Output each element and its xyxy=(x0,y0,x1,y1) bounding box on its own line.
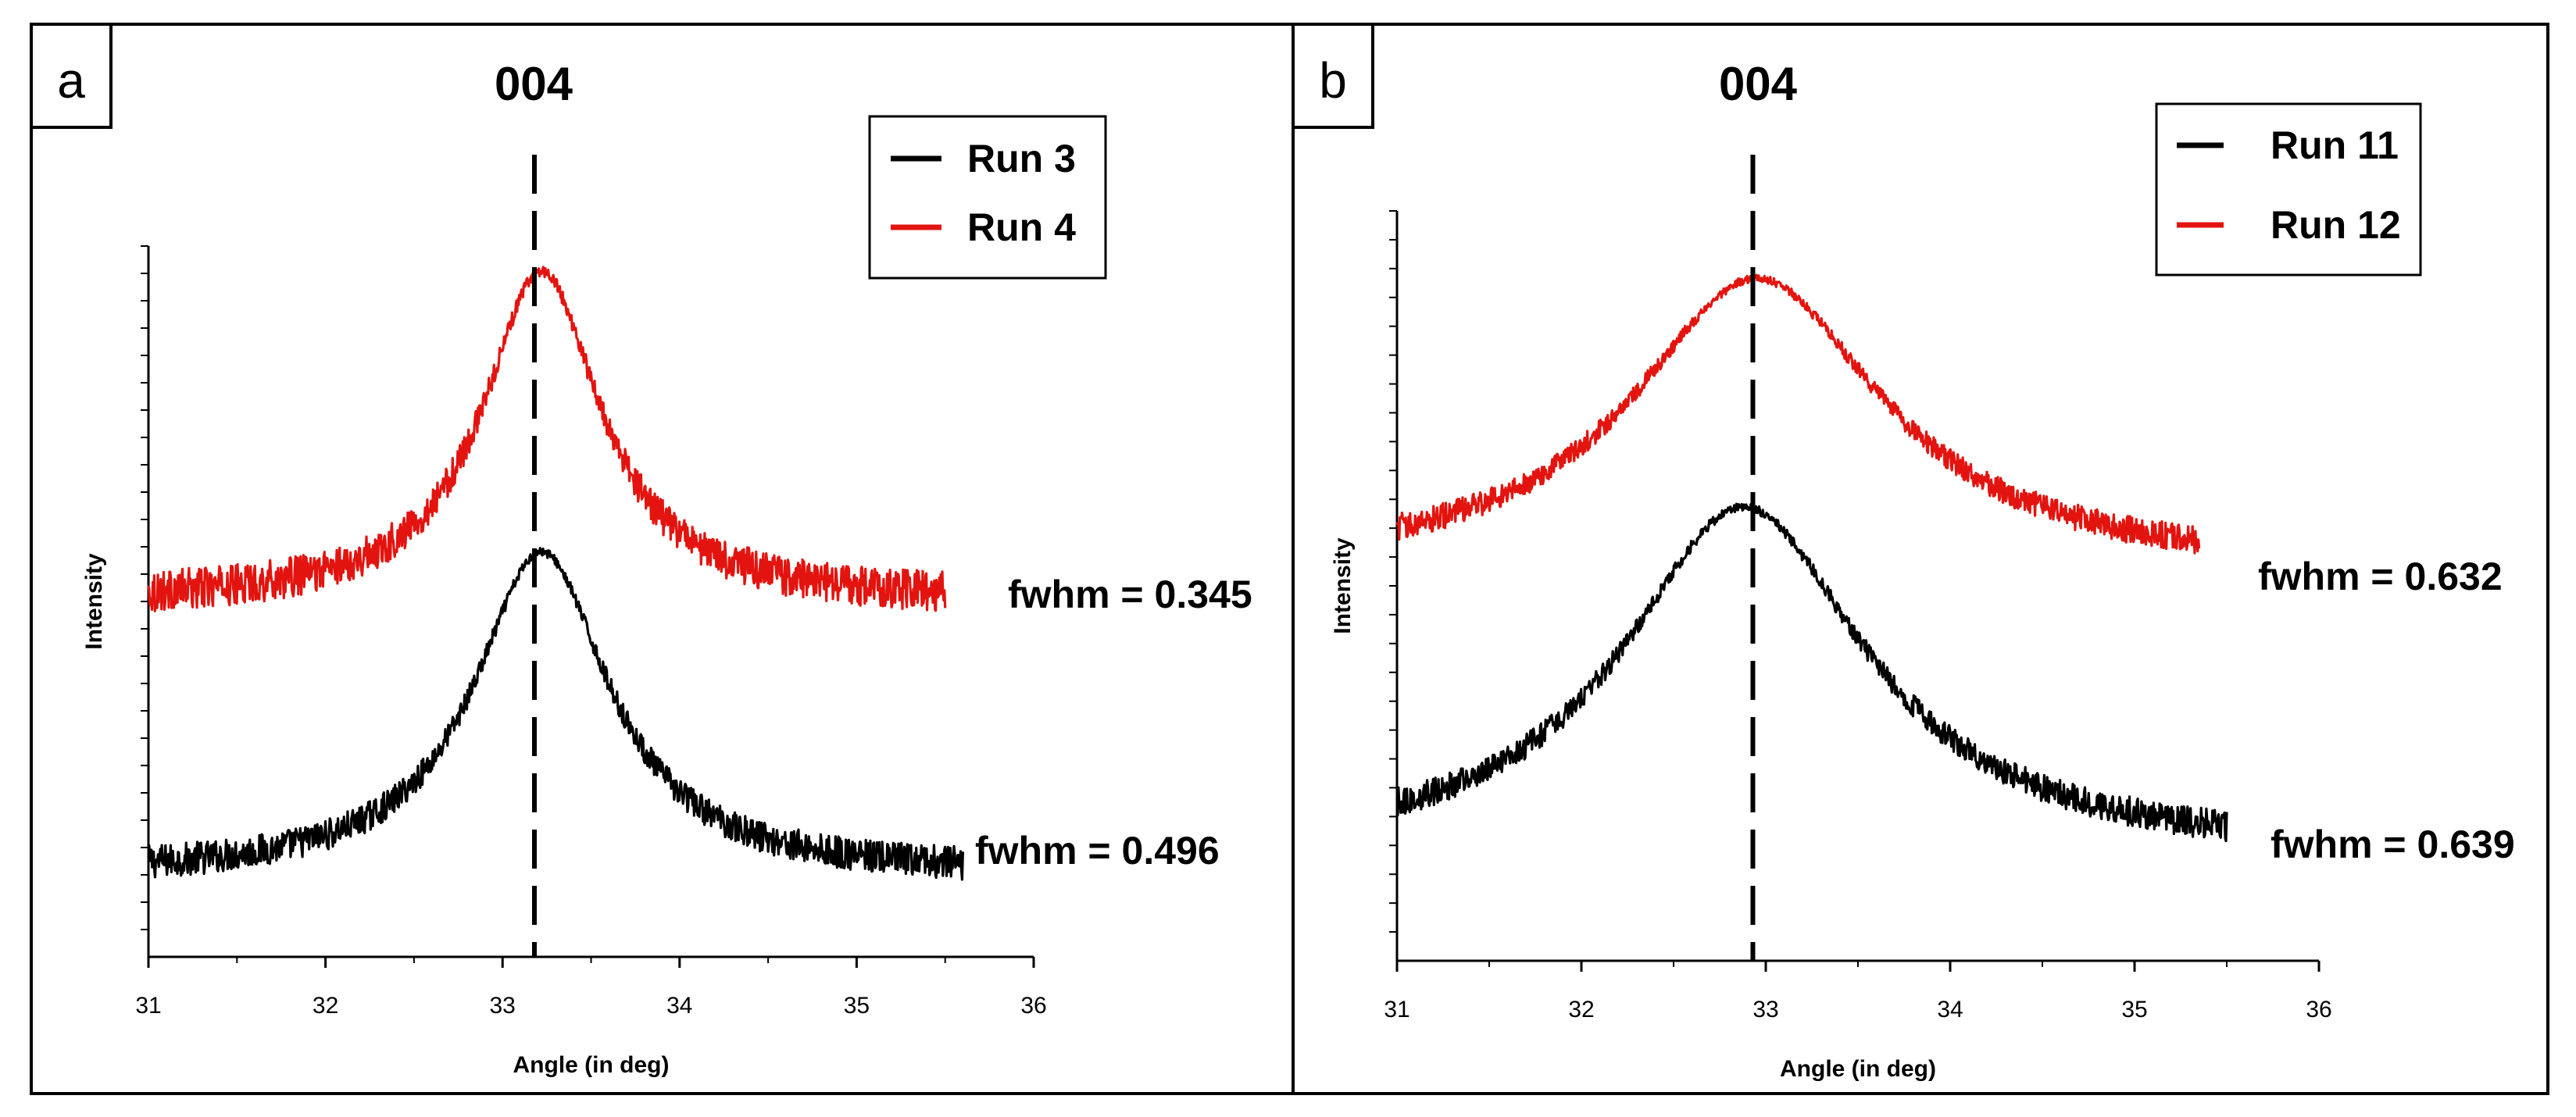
peak-label: 004 xyxy=(495,58,573,110)
x-tick-label: 35 xyxy=(844,993,870,1019)
series-run-11 xyxy=(1395,502,2228,843)
fwhm-label-run-4: fwhm = 0.345 xyxy=(1008,573,1252,616)
legend-label-run-3: Run 3 xyxy=(967,137,1076,180)
x-tick-label: 36 xyxy=(1020,993,1046,1019)
fwhm-label-run-11: fwhm = 0.639 xyxy=(2271,823,2515,866)
x-tick-label: 33 xyxy=(1752,997,1778,1022)
y-axis-label: Intensity xyxy=(1330,537,1356,634)
x-axis-label: Angle (in deg) xyxy=(513,1052,670,1078)
panel-letter: b xyxy=(1319,52,1347,109)
series-run-12 xyxy=(1395,273,2201,555)
legend-box xyxy=(2155,102,2422,277)
series-run-4 xyxy=(147,266,947,612)
figure-frame xyxy=(30,23,2549,1095)
legend-label-run-12: Run 12 xyxy=(2271,203,2401,247)
legend-label-run-4: Run 4 xyxy=(967,205,1076,249)
series-run-3 xyxy=(147,547,964,881)
x-tick-label: 36 xyxy=(2306,997,2331,1022)
x-tick-label: 35 xyxy=(2121,997,2147,1022)
panel-letter: a xyxy=(57,52,85,109)
x-tick-label: 34 xyxy=(666,993,692,1019)
x-tick-label: 33 xyxy=(490,993,516,1019)
legend-label-run-11: Run 11 xyxy=(2271,123,2399,167)
legend-box xyxy=(868,115,1107,280)
x-tick-label: 32 xyxy=(313,993,338,1019)
panel-letter-box xyxy=(1292,23,1374,129)
x-tick-label: 32 xyxy=(1568,997,1594,1022)
x-tick-label: 31 xyxy=(135,993,161,1019)
panel-a: a 004 31 32 33 34 35 36 Angle (in deg) Intensit… xyxy=(30,23,1252,1078)
x-tick-label: 31 xyxy=(1384,997,1409,1022)
fwhm-label-run-12: fwhm = 0.632 xyxy=(2258,555,2503,598)
y-axis-label: Intensity xyxy=(81,553,107,650)
x-tick-label: 34 xyxy=(1937,997,1963,1022)
peak-label: 004 xyxy=(1719,58,1798,110)
panel-b: b 004 31 32 33 34 35 36 Angle (in deg) Intensit… xyxy=(1292,23,2515,1082)
x-axis-label: Angle (in deg) xyxy=(1780,1056,1936,1082)
panel-letter-box xyxy=(30,23,113,129)
fwhm-label-run-3: fwhm = 0.496 xyxy=(975,829,1220,873)
